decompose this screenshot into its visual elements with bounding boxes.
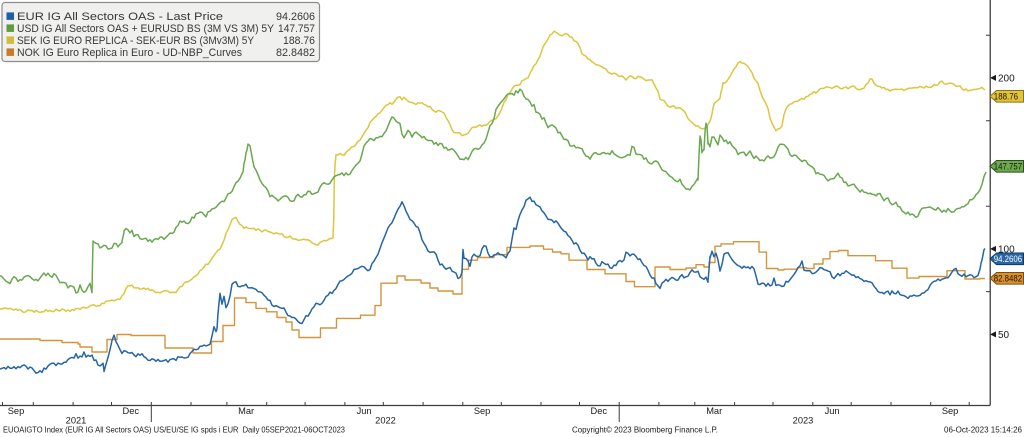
svg-text:82.8482: 82.8482 (994, 274, 1022, 284)
svg-text:SEK IG EURO REPLICA - SEK-EUR: SEK IG EURO REPLICA - SEK-EUR BS (3Mv3M)… (17, 35, 255, 47)
svg-text:USD IG All Sectors OAS + EURUS: USD IG All Sectors OAS + EURUSD BS (3M V… (17, 23, 275, 35)
svg-text:82.8482: 82.8482 (276, 47, 315, 59)
svg-text:94.2606: 94.2606 (276, 11, 315, 23)
svg-text:2023: 2023 (793, 416, 814, 426)
svg-text:Sep: Sep (8, 406, 25, 416)
svg-text:Copyright© 2023 Bloomberg Fina: Copyright© 2023 Bloomberg Finance L.P. (572, 425, 718, 435)
svg-text:94.2606: 94.2606 (994, 254, 1022, 264)
svg-text:Dec: Dec (123, 406, 140, 416)
svg-text:200: 200 (998, 73, 1015, 84)
svg-text:147.757: 147.757 (994, 162, 1022, 172)
svg-text:Dec: Dec (591, 406, 608, 416)
svg-text:188.76: 188.76 (994, 92, 1018, 102)
svg-text:100: 100 (998, 244, 1015, 255)
svg-text:Jun: Jun (357, 406, 372, 416)
svg-text:2022: 2022 (375, 416, 396, 426)
svg-text:NOK IG Euro Replica in Euro -: NOK IG Euro Replica in Euro - UD-NBP_Cur… (17, 47, 242, 59)
svg-text:EUOAIGTO Index (EUR IG All Sec: EUOAIGTO Index (EUR IG All Sectors OAS) … (3, 425, 345, 435)
svg-text:2021: 2021 (66, 416, 87, 426)
svg-text:50: 50 (998, 330, 1010, 341)
svg-text:Mar: Mar (706, 406, 722, 416)
svg-text:Mar: Mar (238, 406, 254, 416)
svg-text:Sep: Sep (942, 406, 959, 416)
svg-text:188.76: 188.76 (283, 35, 315, 47)
svg-text:Sep: Sep (474, 406, 491, 416)
svg-text:147.757: 147.757 (278, 23, 315, 35)
svg-text:Jun: Jun (825, 406, 840, 416)
svg-text:06-Oct-2023 15:14:26: 06-Oct-2023 15:14:26 (944, 425, 1022, 435)
svg-text:EUR IG All Sectors OAS - Last: EUR IG All Sectors OAS - Last Price (17, 11, 223, 23)
